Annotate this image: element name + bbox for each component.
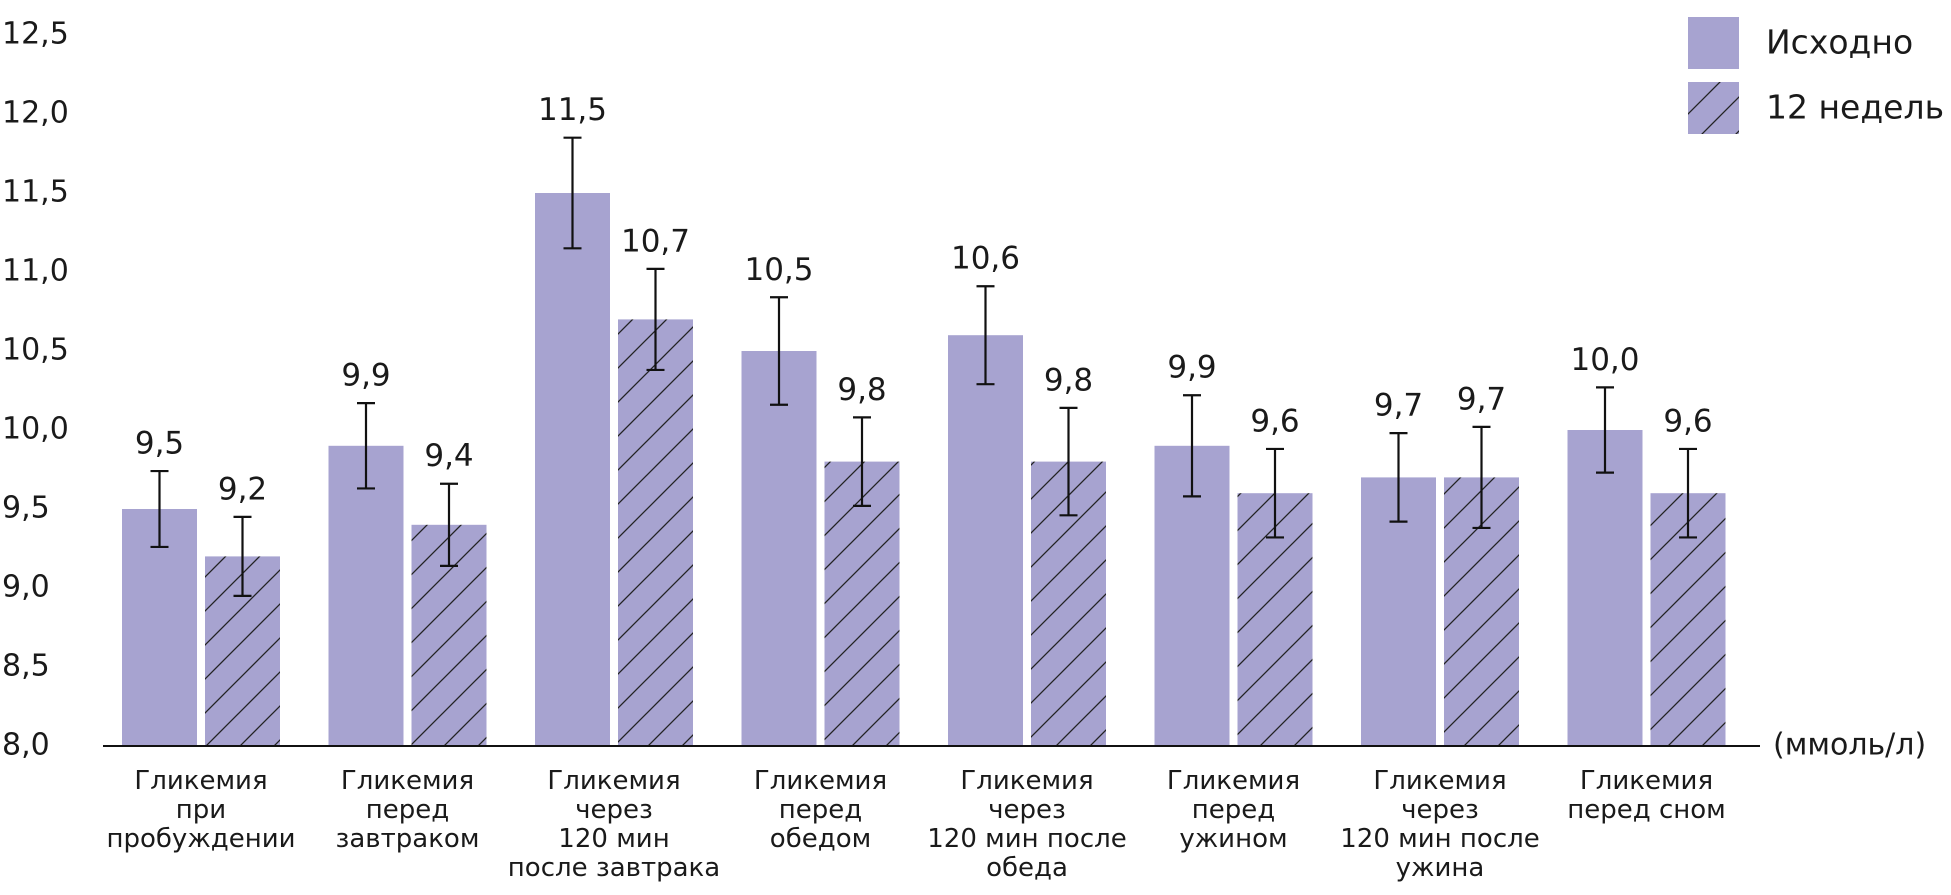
value-label: 9,2	[218, 471, 267, 507]
x-tick-label: Гликемия через 120 мин после обеда	[927, 766, 1126, 883]
error-bar	[770, 296, 788, 406]
legend-swatch	[1688, 82, 1739, 134]
value-label: 9,9	[1167, 350, 1216, 386]
y-tick-label: 10,5	[2, 333, 69, 368]
bar	[328, 445, 404, 746]
legend-swatch	[1688, 17, 1739, 69]
x-tick-label: Гликемия через 120 мин после ужина	[1340, 766, 1539, 883]
error-bar	[1472, 425, 1491, 530]
y-tick-label: 10,0	[2, 412, 69, 447]
bar	[741, 351, 817, 746]
value-label: 9,8	[1044, 362, 1093, 398]
error-bar	[563, 136, 582, 250]
value-label: 11,5	[538, 92, 607, 128]
y-tick-label: 11,0	[2, 254, 69, 289]
value-label: 10,5	[744, 252, 813, 288]
error-bar	[233, 515, 252, 598]
error-bar	[646, 267, 665, 372]
y-tick-label: 9,5	[2, 491, 50, 526]
error-bar	[1183, 394, 1201, 498]
bar	[618, 319, 693, 746]
x-tick-label: Гликемия перед ужином	[1167, 766, 1300, 854]
error-bar	[1266, 447, 1284, 539]
value-label: 9,7	[1374, 388, 1423, 424]
y-tick-label: 12,5	[2, 17, 69, 52]
error-bar	[1389, 432, 1408, 523]
y-tick-label: 8,5	[2, 649, 50, 684]
bar	[535, 193, 610, 746]
x-tick-label: Гликемия при пробуждении	[106, 766, 295, 854]
value-label: 9,6	[1250, 403, 1299, 439]
x-tick-label: Гликемия перед обедом	[754, 766, 887, 854]
y-tick-label: 8,0	[2, 728, 50, 763]
bar	[948, 335, 1023, 746]
value-label: 9,6	[1663, 403, 1712, 439]
x-tick-label: Гликемия перед завтраком	[336, 766, 480, 854]
value-label: 9,5	[135, 426, 184, 462]
error-bar	[150, 469, 169, 549]
value-label: 9,9	[341, 358, 390, 394]
error-bar	[976, 285, 995, 386]
error-bar	[1596, 386, 1614, 474]
value-label: 9,4	[424, 438, 473, 474]
bar	[824, 461, 900, 746]
error-bar	[853, 416, 871, 507]
value-label: 10,7	[621, 223, 690, 259]
value-label: 9,7	[1457, 381, 1506, 417]
legend-label: Исходно	[1766, 23, 1913, 62]
value-label: 10,0	[1570, 342, 1639, 378]
error-bar	[1059, 406, 1078, 517]
y-tick-label: 12,0	[2, 96, 69, 131]
x-tick-label: Гликемия перед сном	[1567, 766, 1726, 825]
bar	[1567, 430, 1643, 746]
bar	[122, 509, 197, 746]
error-bar	[440, 482, 458, 567]
legend-label: 12 недель	[1766, 88, 1944, 127]
error-bar	[1679, 447, 1697, 539]
y-tick-label: 11,5	[2, 175, 69, 210]
error-bar	[357, 402, 375, 490]
x-tick-label: Гликемия через 120 мин после завтрака	[508, 766, 720, 883]
value-label: 9,8	[837, 372, 886, 408]
value-label: 10,6	[951, 241, 1020, 277]
y-unit: (ммоль/л)	[1773, 728, 1926, 763]
y-tick-label: 9,0	[2, 570, 50, 605]
